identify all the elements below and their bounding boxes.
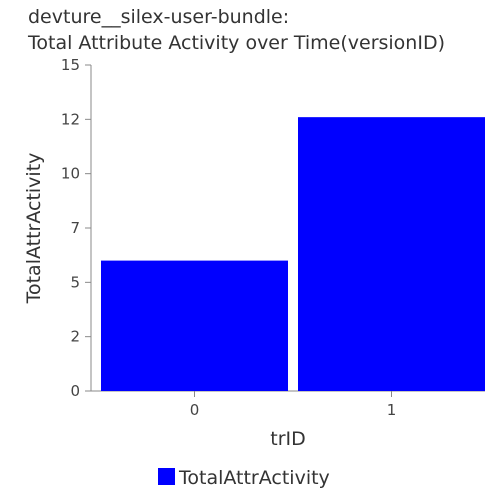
- y-axis-title: TotalAttrActivity: [23, 153, 45, 305]
- x-axis-title: trID: [270, 428, 306, 450]
- chart-title-line1: devture__silex-user-bundle:: [28, 6, 290, 28]
- y-tick-label: 7: [70, 219, 80, 237]
- legend-swatch: [158, 468, 175, 485]
- bar-1: [298, 117, 485, 391]
- chart-title-line2: Total Attribute Activity over Time(versi…: [28, 32, 445, 54]
- y-axis: 0 2 5 7 10 12 15: [61, 56, 92, 400]
- y-tick-label: 12: [61, 110, 80, 128]
- bars: [101, 117, 485, 391]
- x-tick-label: 1: [387, 401, 397, 419]
- y-tick-label: 15: [61, 56, 80, 74]
- y-tick-label: 0: [70, 382, 80, 400]
- bar-0: [101, 260, 288, 391]
- x-tick-label: 0: [190, 401, 200, 419]
- legend-label: TotalAttrActivity: [178, 467, 330, 489]
- y-tick-label: 5: [70, 273, 80, 291]
- y-tick-label: 2: [70, 328, 80, 346]
- y-tick-label: 10: [61, 165, 80, 183]
- legend: TotalAttrActivity: [158, 467, 330, 489]
